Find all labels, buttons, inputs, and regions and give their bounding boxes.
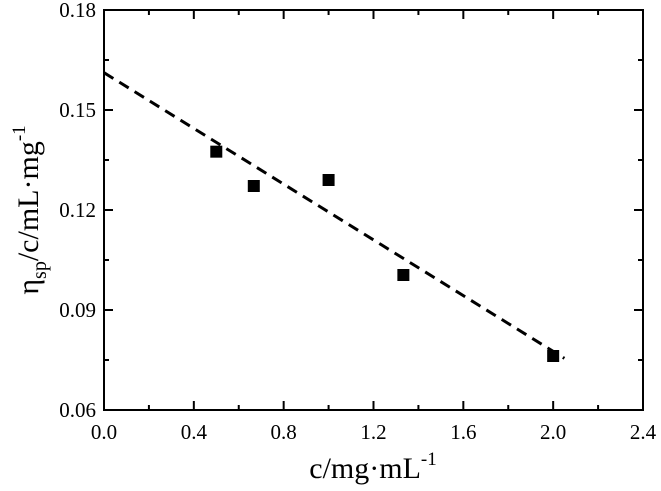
y-axis-title: ηsp/c/mL·mg-1 (9, 125, 51, 294)
y-tick-label: 0.09 (59, 298, 96, 322)
x-tick-label: 1.2 (360, 420, 386, 444)
x-axis-title-main: c/mg·mL (309, 452, 421, 485)
data-points (210, 145, 560, 362)
axis-ticks (103, 9, 644, 411)
x-axis-title: c/mg·mL-1 (309, 449, 436, 485)
y-axis-title-sub: sp (29, 261, 51, 279)
plot-area-frame (103, 9, 644, 411)
data-point-square (397, 269, 410, 281)
fit-line-group (103, 71, 566, 360)
y-axis-title-main: /c/mL·mg (12, 141, 45, 261)
x-tick-label: 0.0 (91, 420, 117, 444)
tick-labels: 0.0 0.4 0.8 1.2 1.6 2.0 2.4 0.06 0.09 0.12 0.15 0.1… (59, 0, 656, 444)
x-axis-title-sup: -1 (421, 449, 437, 470)
data-point-square (210, 145, 223, 158)
y-tick-label: 0.12 (59, 198, 96, 222)
x-tick-label: 0.4 (181, 420, 208, 444)
y-axis-title-prefix: η (12, 279, 45, 295)
x-tick-label: 2.4 (630, 420, 657, 444)
data-point-square (247, 180, 260, 192)
y-axis-title-sup: -1 (9, 125, 30, 141)
y-tick-label: 0.06 (59, 398, 96, 422)
data-point-square (322, 174, 335, 186)
x-tick-label: 2.0 (540, 420, 566, 444)
y-tick-label: 0.18 (59, 0, 96, 22)
y-tick-label: 0.15 (59, 98, 96, 122)
x-tick-label: 1.6 (450, 420, 476, 444)
x-tick-label: 0.8 (271, 420, 297, 444)
fit-line (103, 71, 566, 360)
data-point-square (547, 350, 560, 362)
